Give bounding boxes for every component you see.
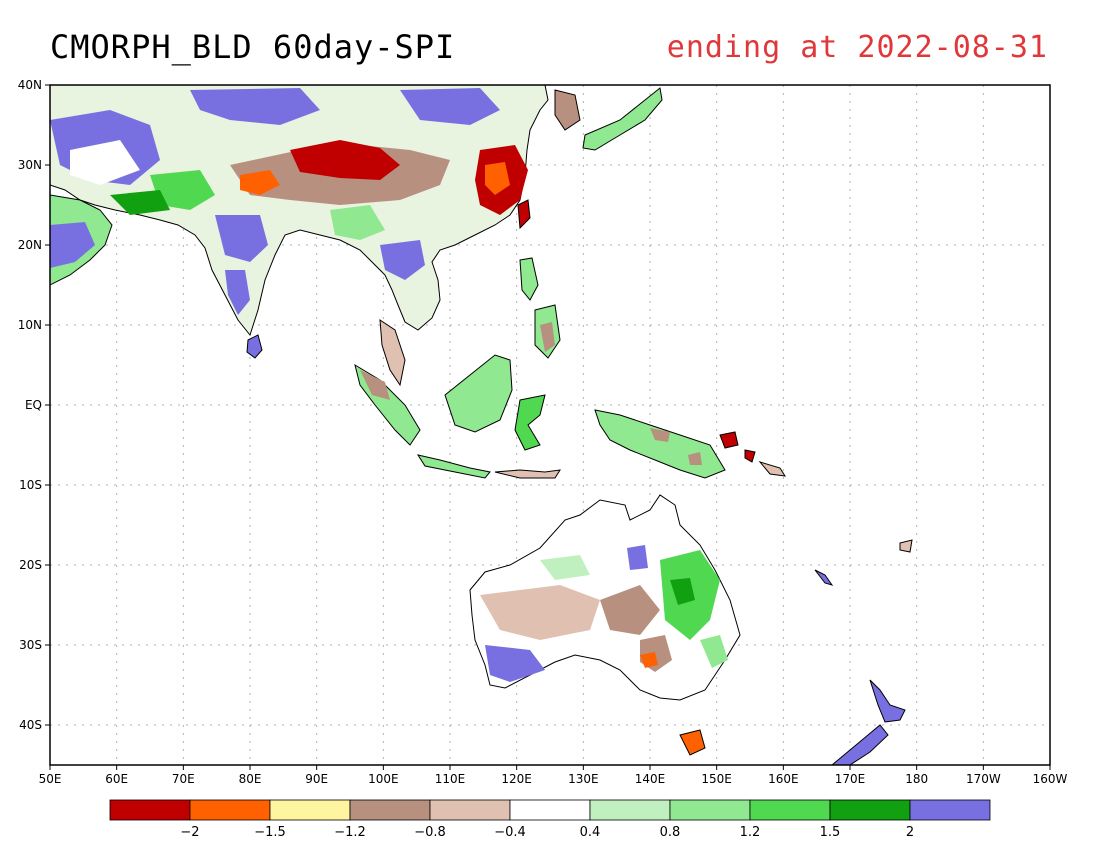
tasmania-landmass <box>679 729 706 756</box>
longitude-tick-label: 140E <box>635 772 666 786</box>
latitude-tick-label: 40S <box>19 718 42 732</box>
latitude-tick-label: 10N <box>18 318 42 332</box>
legend-color-swatch <box>909 799 991 821</box>
philippines-landmass <box>519 257 561 359</box>
latitude-tick-label: 30S <box>19 638 42 652</box>
legend-color-swatch <box>109 799 191 821</box>
legend-tick-label: −0.4 <box>494 825 526 840</box>
longitude-tick-label: 160W <box>1033 772 1068 786</box>
legend-tick-label: 2 <box>906 825 914 840</box>
legend-color-swatch <box>349 799 431 821</box>
new-guinea-landmass <box>594 409 739 479</box>
legend-tick-label: 0.8 <box>660 825 681 840</box>
longitude-tick-label: 170E <box>835 772 866 786</box>
latitude-tick-label: EQ <box>25 398 42 412</box>
sri-lanka-landmass <box>246 334 263 359</box>
longitude-tick-label: 170W <box>966 772 1001 786</box>
longitude-tick-label: 180 <box>905 772 928 786</box>
australia-landmass <box>469 494 741 701</box>
legend-tick-label: 1.5 <box>820 825 841 840</box>
arabia-landmass <box>50 194 113 286</box>
sumatra-landmass <box>354 319 421 446</box>
new-zealand-landmass <box>831 679 906 765</box>
japan-landmass <box>554 87 663 151</box>
latitude-tick-label: 40N <box>18 78 42 92</box>
longitude-tick-label: 110E <box>435 772 466 786</box>
longitude-tick-label: 120E <box>501 772 532 786</box>
legend-color-swatch <box>589 799 671 821</box>
legend-tick-label: −0.8 <box>414 825 446 840</box>
map-frame <box>49 84 1051 766</box>
legend-tick-label: 0.4 <box>580 825 601 840</box>
java-landmass <box>416 454 561 479</box>
longitude-tick-label: 100E <box>368 772 399 786</box>
taiwan-landmass <box>517 199 531 230</box>
legend-color-swatch <box>829 799 911 821</box>
latitude-axis: 40N 30N 20N 10N EQ 10S 20S 30S 40S <box>18 78 50 732</box>
legend-color-swatch <box>429 799 511 821</box>
latitude-tick-label: 30N <box>18 158 42 172</box>
longitude-tick-label: 150E <box>701 772 732 786</box>
color-legend: −2 −1.5 −1.2 −0.8 −0.4 0.4 0.8 1.2 1.5 2 <box>109 799 991 840</box>
latitude-tick-label: 10S <box>19 478 42 492</box>
map-plot-area <box>50 85 1050 765</box>
legend-tick-label: −1.2 <box>334 825 366 840</box>
pacific-islands <box>744 449 913 586</box>
legend-tick-label: −1.5 <box>254 825 286 840</box>
latitude-tick-label: 20N <box>18 238 42 252</box>
legend-tick-label: 1.2 <box>740 825 761 840</box>
date-subtitle: ending at 2022-08-31 <box>666 30 1048 65</box>
longitude-tick-label: 70E <box>172 772 195 786</box>
sulawesi-landmass <box>514 394 546 451</box>
legend-color-swatch <box>669 799 751 821</box>
longitude-tick-label: 130E <box>568 772 599 786</box>
longitude-tick-label: 160E <box>768 772 799 786</box>
borneo-landmass <box>444 354 513 433</box>
legend-tick-label: −2 <box>180 825 199 840</box>
asia-landmass <box>50 85 549 337</box>
map-title: CMORPH_BLD 60day-SPI <box>50 28 456 66</box>
legend-color-swatch <box>189 799 271 821</box>
legend-color-swatch <box>269 799 351 821</box>
legend-color-swatch <box>749 799 831 821</box>
longitude-tick-label: 50E <box>39 772 62 786</box>
longitude-tick-label: 60E <box>105 772 128 786</box>
legend-color-swatch <box>509 799 591 821</box>
longitude-tick-label: 90E <box>305 772 328 786</box>
latitude-tick-label: 20S <box>19 558 42 572</box>
longitude-axis: 50E 60E 70E 80E 90E 100E 110E 120E 130E 140E 150E 1… <box>39 765 1068 786</box>
longitude-tick-label: 80E <box>239 772 262 786</box>
